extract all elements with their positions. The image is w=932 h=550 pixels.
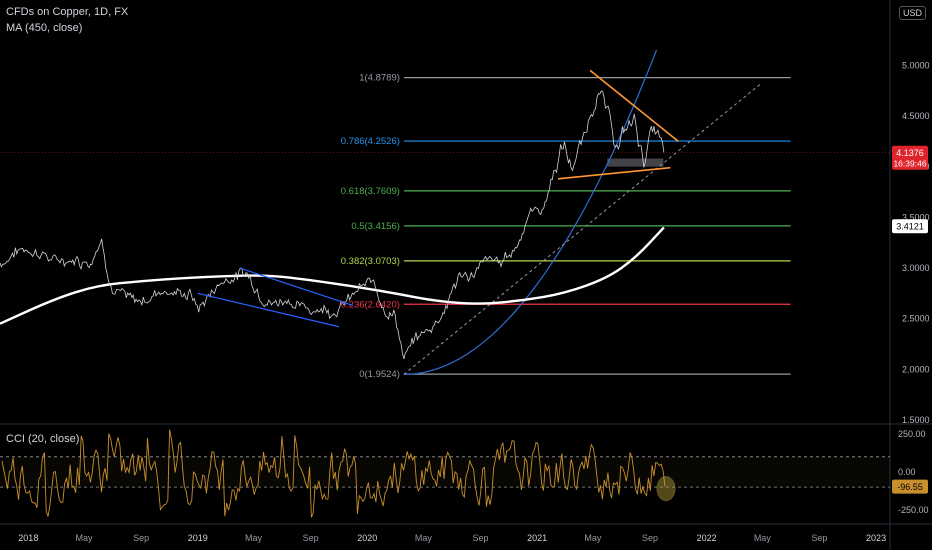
channel-line-upper	[239, 267, 354, 307]
cci-tick-label: 0.00	[898, 467, 916, 477]
fib-level-label: 0.618(3.7609)	[341, 186, 400, 197]
ma-value-badge	[892, 219, 928, 234]
time-tick-label: May	[754, 533, 772, 543]
current-price-label: 4.1376	[896, 148, 924, 158]
fib-level-label: 0.236(2.6420)	[341, 299, 400, 310]
price-tick-label: 5.0000	[902, 60, 930, 70]
price-line	[0, 90, 665, 360]
time-tick-label: 2019	[188, 533, 208, 543]
time-tick-label: May	[415, 533, 433, 543]
time-tick-label: 2023	[866, 533, 886, 543]
cci-tick-label: 250.00	[898, 429, 926, 439]
fib-level-label: 0.5(3.4156)	[351, 221, 400, 232]
cci-value-badge	[892, 479, 928, 494]
time-tick-label: Sep	[811, 533, 827, 543]
parabolic-curve	[403, 49, 658, 375]
moving-average-line	[0, 226, 665, 325]
time-tick-label: Sep	[133, 533, 149, 543]
time-tick-label: Sep	[642, 533, 658, 543]
cci-highlight-ellipse	[656, 476, 676, 502]
price-tick-label: 2.5000	[902, 314, 930, 324]
price-tick-label: 3.0000	[902, 263, 930, 273]
triangle-line-upper	[589, 69, 679, 142]
time-tick-label: 2018	[18, 533, 38, 543]
currency-badge[interactable]: USD	[898, 6, 926, 20]
cci-value-label: -96.55	[897, 482, 923, 492]
fib-level-label: 0(1.9524)	[359, 369, 400, 380]
channel-line-lower	[197, 292, 340, 328]
consolidation-zone	[607, 158, 664, 167]
time-tick-label: Sep	[473, 533, 489, 543]
price-tick-label: 4.5000	[902, 111, 930, 121]
current-price-badge	[892, 145, 928, 170]
fib-level-label: 0.786(4.2526)	[341, 136, 400, 147]
triangle-line-lower	[557, 166, 671, 180]
cci-line	[1, 429, 666, 518]
dashed-trendline	[403, 82, 763, 375]
price-tick-label: 1.5000	[902, 415, 930, 425]
cci-tick-label: -250.00	[898, 505, 929, 515]
symbol-legend: CFDs on Copper, 1D, FX	[6, 6, 129, 18]
cci-legend: CCI (20, close)	[6, 433, 80, 445]
price-tick-label: 2.0000	[902, 364, 930, 374]
fib-level-label: 0.382(3.0703)	[341, 256, 400, 267]
fib-level-label: 1(4.8789)	[359, 73, 400, 84]
time-tick-label: Sep	[303, 533, 319, 543]
time-tick-label: 2021	[527, 533, 547, 543]
time-tick-label: May	[245, 533, 263, 543]
ma-legend: MA (450, close)	[6, 22, 83, 34]
bar-countdown-label: 16:39:46	[893, 159, 926, 169]
price-tick-label: 3.5000	[902, 212, 930, 222]
time-tick-label: May	[76, 533, 94, 543]
time-tick-label: 2020	[357, 533, 377, 543]
ma-value-label: 3.4121	[896, 222, 924, 232]
time-tick-label: 2022	[697, 533, 717, 543]
time-tick-label: May	[584, 533, 602, 543]
